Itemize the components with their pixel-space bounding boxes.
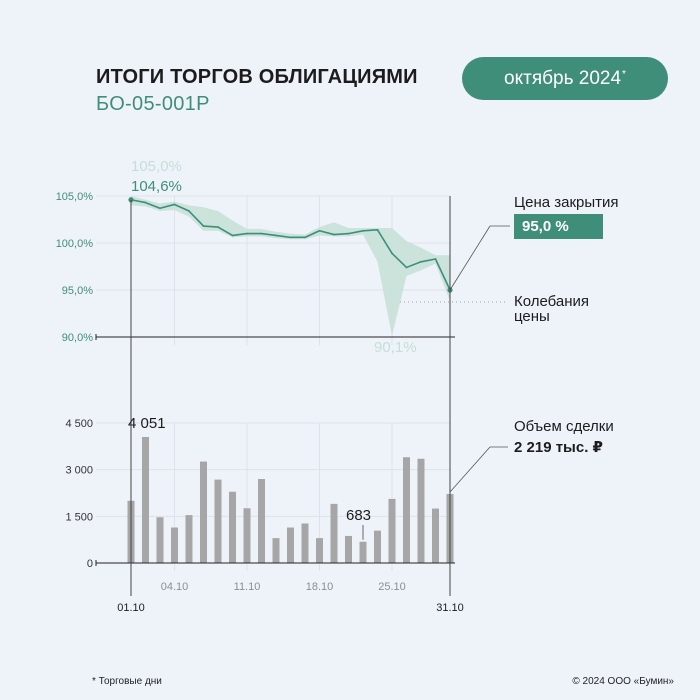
closing-price-value-box <box>514 214 603 239</box>
volume-y-tick-label: 4 500 <box>65 418 93 430</box>
footnote: * Торговые дни <box>92 676 162 687</box>
price-y-tick-label: 90,0% <box>62 332 93 344</box>
price-min-label: 90,1% <box>374 339 417 356</box>
closing-price-point <box>173 203 176 206</box>
volume-max-label: 4 051 <box>128 415 166 432</box>
closing-price-point <box>434 258 437 260</box>
period-badge: октябрь 2024 * <box>462 57 668 100</box>
volume-x-tick-label: 18.10 <box>306 581 334 593</box>
volume-bar <box>417 458 425 563</box>
volume-bar <box>345 535 352 563</box>
volume-y-tick-label: 0 <box>87 558 93 570</box>
volume-bar <box>258 479 265 563</box>
volume-bar <box>156 517 164 563</box>
volume-bar <box>229 491 236 563</box>
closing-price-point <box>304 236 306 239</box>
volume-bar <box>287 527 294 563</box>
volume-bar <box>374 530 381 563</box>
closing-price-point <box>391 252 393 255</box>
closing-price-point <box>159 207 161 210</box>
volume-bar <box>359 541 367 563</box>
volume-bar <box>330 503 338 563</box>
closing-price-point <box>260 232 263 235</box>
closing-price-point <box>144 201 147 204</box>
closing-price-point <box>188 210 190 212</box>
closing-price-point <box>420 260 422 263</box>
volume-legend: Объем сделки <box>514 418 614 435</box>
price-max-label: 105,0% <box>131 158 182 175</box>
volume-y-tick-label: 1 500 <box>65 511 93 523</box>
last-date-label: 31.10 <box>436 602 464 614</box>
volume-leader <box>449 446 491 493</box>
price-y-tick-label: 95,0% <box>62 285 93 297</box>
price-y-tick-label: 105,0% <box>56 191 94 203</box>
volume-bar <box>272 538 280 563</box>
closing-price-point <box>246 232 248 235</box>
closing-price-point <box>333 233 335 236</box>
volume-bar <box>403 457 410 563</box>
closing-price-point <box>231 234 234 237</box>
volume-bar <box>171 527 178 563</box>
volume-bar <box>301 523 309 563</box>
first-date-label: 01.10 <box>117 602 145 614</box>
closing-price-value: 95,0 % <box>522 218 569 235</box>
volume-last-value: 2 219 тыс. ₽ <box>514 439 603 456</box>
volume-bar <box>388 498 396 563</box>
volume-x-tick-label: 11.10 <box>234 581 261 593</box>
volume-bar <box>316 538 323 563</box>
volume-x-tick-label: 04.10 <box>161 581 189 593</box>
volume-bar <box>200 461 207 563</box>
closing-price-point <box>202 225 205 227</box>
volume-bar <box>142 436 149 563</box>
price-first-label: 104,6% <box>131 178 182 195</box>
volume-x-tick-label: 25.10 <box>378 581 406 593</box>
closing-price-point <box>405 266 408 269</box>
price-range-band <box>131 196 450 337</box>
closing-price-point <box>217 226 219 228</box>
volume-bar <box>185 515 193 563</box>
price-range-legend-line2: цены <box>514 308 550 325</box>
closing-price-point <box>347 232 350 235</box>
closing-price-point <box>289 236 292 239</box>
copyright: © 2024 ООО «Бумин» <box>572 676 674 687</box>
closing-price-point <box>275 234 277 237</box>
closing-price-point <box>362 229 364 232</box>
price-y-tick-label: 100,0% <box>56 238 94 250</box>
price-range-legend-line1: Колебания <box>514 293 589 310</box>
bond-code: БО-05-001Р <box>96 93 210 115</box>
closing-price-legend: Цена закрытия <box>514 194 619 211</box>
volume-bar <box>432 508 439 563</box>
closing-price-point <box>128 197 134 203</box>
closing-price-point <box>318 229 321 232</box>
closing-price-leader <box>449 225 491 291</box>
volume-y-tick-label: 3 000 <box>65 465 93 477</box>
period-label: октябрь 2024 <box>504 67 622 89</box>
period-footnote-mark: * <box>622 69 626 80</box>
page-title: ИТОГИ ТОРГОВ ОБЛИГАЦИЯМИ <box>96 66 418 88</box>
volume-bar <box>243 508 251 563</box>
volume-bar <box>214 479 222 563</box>
closing-price-point <box>376 228 379 231</box>
volume-min-label: 683 <box>346 507 371 524</box>
